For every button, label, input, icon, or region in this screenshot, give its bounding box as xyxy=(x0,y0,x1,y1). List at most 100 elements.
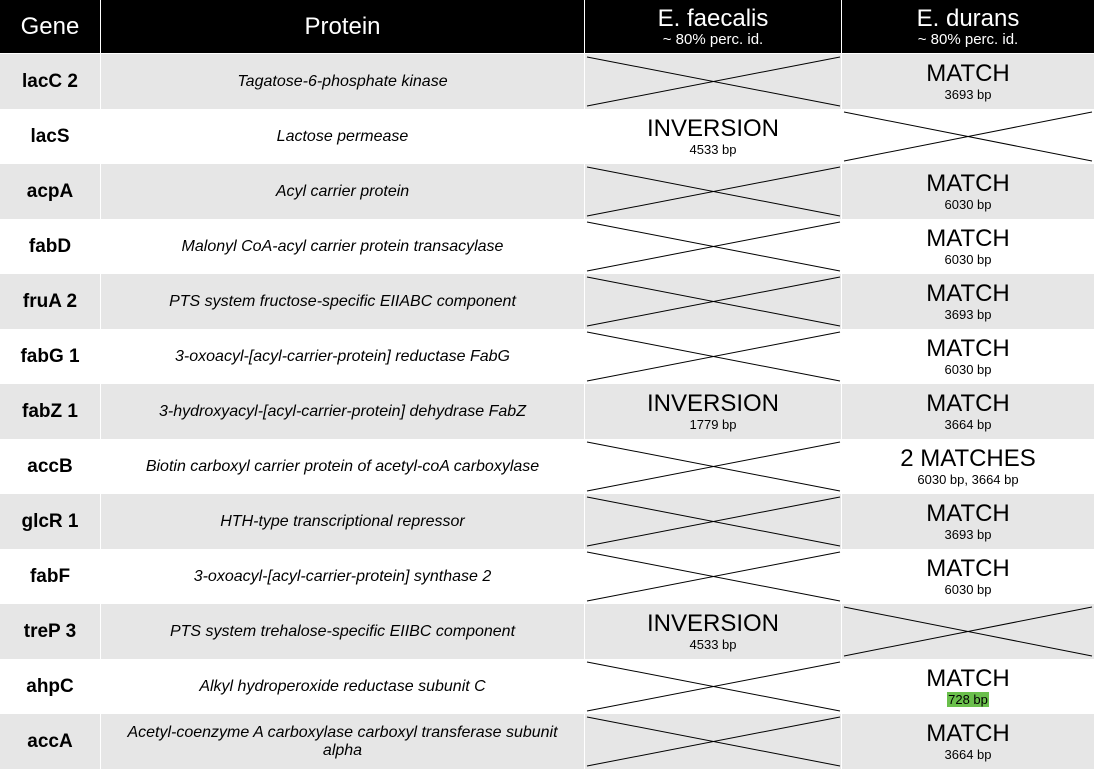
result-label: INVERSION xyxy=(646,390,780,417)
protein-name: 3-oxoacyl-[acyl-carrier-protein] reducta… xyxy=(175,347,510,365)
table-row: lacS Lactose permease INVERSION 4533 bp xyxy=(0,109,1094,164)
durans-cell xyxy=(842,604,1094,659)
result-bp: 728 bp xyxy=(947,692,989,707)
protein-cell: 3-hydroxyacyl-[acyl-carrier-protein] deh… xyxy=(101,384,585,439)
header-gene-label: Gene xyxy=(20,12,80,40)
cross-line xyxy=(586,716,841,767)
protein-cell: 3-oxoacyl-[acyl-carrier-protein] reducta… xyxy=(101,329,585,384)
no-result-cross-icon xyxy=(586,276,841,327)
durans-cell: MATCH 6030 bp xyxy=(842,219,1094,274)
no-result-cross-icon xyxy=(586,166,841,217)
gene-name: fruA 2 xyxy=(22,290,78,312)
durans-cell: 2 MATCHES 6030 bp, 3664 bp xyxy=(842,439,1094,494)
header-durans-subtitle: ~ 80% perc. id. xyxy=(917,30,1019,48)
result-label: MATCH xyxy=(926,390,1010,417)
result-label: MATCH xyxy=(926,280,1010,307)
cross-line xyxy=(586,221,841,272)
gene-cell: fruA 2 xyxy=(0,274,101,329)
table-row: acpA Acyl carrier protein MATCH 6030 bp xyxy=(0,164,1094,219)
gene-cell: lacS xyxy=(0,109,101,164)
faecalis-cell: INVERSION 4533 bp xyxy=(585,109,842,164)
no-result-cross-icon xyxy=(586,56,841,107)
gene-cell: fabZ 1 xyxy=(0,384,101,439)
header-faecalis-title: E. faecalis xyxy=(657,4,769,32)
gene-name: ahpC xyxy=(26,675,74,697)
result-bp: 6030 bp xyxy=(944,197,992,212)
protein-name: Biotin carboxyl carrier protein of acety… xyxy=(145,457,540,475)
faecalis-cell xyxy=(585,549,842,604)
result-label: INVERSION xyxy=(646,115,780,142)
gene-name: fabG 1 xyxy=(20,345,80,367)
result-label: MATCH xyxy=(926,555,1010,582)
protein-name: PTS system fructose-specific EIIABC comp… xyxy=(169,292,516,310)
table-row: accB Biotin carboxyl carrier protein of a… xyxy=(0,439,1094,494)
durans-cell: MATCH 3664 bp xyxy=(842,384,1094,439)
table-row: accA Acetyl-coenzyme A carboxylase carbox… xyxy=(0,714,1094,769)
no-result-cross-icon xyxy=(843,606,1093,657)
protein-cell: Tagatose-6-phosphate kinase xyxy=(101,54,585,109)
protein-name: Lactose permease xyxy=(276,127,409,145)
no-result-cross-icon xyxy=(586,441,841,492)
table-row: fabG 1 3-oxoacyl-[acyl-carrier-protein] r… xyxy=(0,329,1094,384)
gene-cell: ahpC xyxy=(0,659,101,714)
result-bp: 3664 bp xyxy=(944,417,992,432)
gene-cell: accB xyxy=(0,439,101,494)
header-gene: Gene xyxy=(0,0,101,53)
result-bp: 3664 bp xyxy=(944,747,992,762)
gene-name: treP 3 xyxy=(23,620,77,642)
result-label: MATCH xyxy=(926,665,1010,692)
protein-name: PTS system trehalose-specific EIIBC comp… xyxy=(169,622,516,640)
table-row: fruA 2 PTS system fructose-specific EIIAB… xyxy=(0,274,1094,329)
faecalis-cell xyxy=(585,164,842,219)
result-bp: 4533 bp xyxy=(689,142,737,157)
table-row: fabZ 1 3-hydroxyacyl-[acyl-carrier-protei… xyxy=(0,384,1094,439)
protein-cell: Biotin carboxyl carrier protein of acety… xyxy=(101,439,585,494)
durans-cell: MATCH 3664 bp xyxy=(842,714,1094,769)
faecalis-cell xyxy=(585,494,842,549)
table-row: lacC 2 Tagatose-6-phosphate kinase MATCH 36… xyxy=(0,54,1094,109)
result-label: 2 MATCHES xyxy=(900,445,1036,472)
header-durans-title: E. durans xyxy=(916,4,1020,32)
gene-cell: acpA xyxy=(0,164,101,219)
durans-cell: MATCH 6030 bp xyxy=(842,549,1094,604)
header-faecalis: E. faecalis ~ 80% perc. id. xyxy=(585,0,842,53)
gene-name: accA xyxy=(27,730,73,752)
no-result-cross-icon xyxy=(586,661,841,712)
protein-name: Malonyl CoA-acyl carrier protein transac… xyxy=(181,237,504,255)
result-bp: 3693 bp xyxy=(944,87,992,102)
result-bp: 4533 bp xyxy=(689,637,737,652)
result-label: MATCH xyxy=(926,500,1010,527)
durans-cell: MATCH 728 bp xyxy=(842,659,1094,714)
protein-name: Acetyl-coenzyme A carboxylase carboxyl t… xyxy=(127,723,558,759)
protein-name: HTH-type transcriptional repressor xyxy=(220,512,465,530)
gene-cell: fabD xyxy=(0,219,101,274)
durans-cell: MATCH 3693 bp xyxy=(842,274,1094,329)
result-label: MATCH xyxy=(926,720,1010,747)
result-bp: 6030 bp xyxy=(944,362,992,377)
gene-cell: glcR 1 xyxy=(0,494,101,549)
protein-cell: 3-oxoacyl-[acyl-carrier-protein] synthas… xyxy=(101,549,585,604)
gene-name: lacC 2 xyxy=(22,70,78,92)
table-header: Gene Protein E. faecalis ~ 80% perc. id.… xyxy=(0,0,1094,53)
durans-cell xyxy=(842,109,1094,164)
protein-name: 3-hydroxyacyl-[acyl-carrier-protein] deh… xyxy=(159,402,526,420)
cross-line xyxy=(586,331,841,382)
result-bp: 6030 bp xyxy=(944,252,992,267)
result-bp: 6030 bp, 3664 bp xyxy=(917,472,1019,487)
gene-cell: accA xyxy=(0,714,101,769)
result-label: MATCH xyxy=(926,170,1010,197)
protein-cell: Malonyl CoA-acyl carrier protein transac… xyxy=(101,219,585,274)
faecalis-cell xyxy=(585,714,842,769)
no-result-cross-icon xyxy=(843,111,1093,162)
protein-name: 3-oxoacyl-[acyl-carrier-protein] synthas… xyxy=(193,567,492,585)
protein-name: Tagatose-6-phosphate kinase xyxy=(237,72,448,90)
faecalis-cell xyxy=(585,329,842,384)
header-protein-label: Protein xyxy=(304,12,381,40)
faecalis-cell xyxy=(585,439,842,494)
durans-cell: MATCH 6030 bp xyxy=(842,329,1094,384)
protein-cell: HTH-type transcriptional repressor xyxy=(101,494,585,549)
gene-name: fabZ 1 xyxy=(22,400,78,422)
faecalis-cell xyxy=(585,219,842,274)
gene-name: accB xyxy=(27,455,73,477)
